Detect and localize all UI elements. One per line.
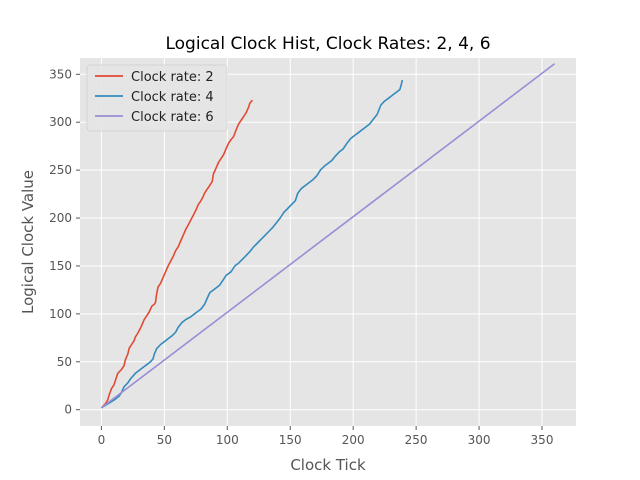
x-tick-label: 100 <box>216 433 239 447</box>
y-tick-label: 350 <box>49 67 72 81</box>
y-tick-label: 300 <box>49 115 72 129</box>
series-line-1 <box>100 99 254 409</box>
y-tick-label: 100 <box>49 307 72 321</box>
x-tick-label: 0 <box>98 433 106 447</box>
legend-label-2: Clock rate: 4 <box>131 90 214 105</box>
x-axis-ticks: 0 50 100 150 200 250 300 350 <box>98 426 554 447</box>
y-tick-label: 150 <box>49 259 72 273</box>
legend-label-3: Clock rate: 6 <box>131 110 214 125</box>
legend-label-1: Clock rate: 2 <box>131 70 214 85</box>
legend-items: Clock rate: 2 Clock rate: 4 Clock rate: 6 <box>95 70 214 125</box>
legend-box <box>86 64 228 132</box>
legend: Clock rate: 2 Clock rate: 4 Clock rate: 6 <box>86 64 228 132</box>
x-tick-label: 200 <box>342 433 365 447</box>
y-tick-label: 50 <box>57 355 72 369</box>
x-tick-label: 250 <box>405 433 428 447</box>
y-tick-label: 0 <box>64 403 72 417</box>
series-line-2 <box>100 79 404 409</box>
y-axis-ticks: 0 50 100 150 200 250 300 350 <box>49 67 80 417</box>
y-tick-label: 200 <box>49 211 72 225</box>
x-tick-label: 50 <box>157 433 172 447</box>
chart-title: Logical Clock Hist, Clock Rates: 2, 4, 6 <box>165 34 490 54</box>
x-tick-label: 300 <box>468 433 491 447</box>
x-tick-label: 150 <box>279 433 302 447</box>
y-axis-label: Logical Clock Value <box>19 170 37 314</box>
x-tick-label: 350 <box>531 433 554 447</box>
series-lines <box>100 63 556 409</box>
y-tick-label: 250 <box>49 163 72 177</box>
x-axis-label: Clock Tick <box>290 456 366 474</box>
series-line-3 <box>100 63 556 409</box>
